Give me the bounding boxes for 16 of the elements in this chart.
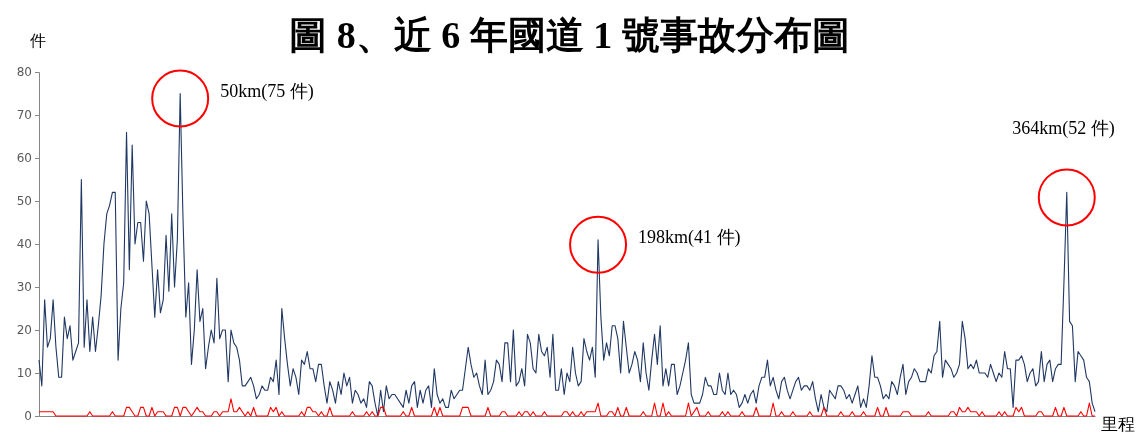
y-tick-label: 70	[16, 108, 32, 123]
y-tick-label: 10	[16, 366, 32, 381]
y-axis-title: 件	[30, 31, 46, 50]
annotation: 50km(75 件)	[220, 80, 314, 102]
y-tick-label: 40	[16, 237, 32, 252]
x-axis-title: 里程	[1101, 415, 1135, 432]
y-tick-label: 80	[16, 65, 32, 80]
y-tick-label: 30	[16, 280, 32, 295]
line-series	[38, 398, 1096, 417]
chart-title: 圖 8、近 6 年國道 1 號事故分布圖	[289, 14, 850, 56]
annotation: 198km(41 件)	[638, 226, 741, 248]
y-tick-label: 0	[24, 409, 32, 424]
y-tick-label: 50	[16, 194, 32, 209]
annotation: 364km(52 件)	[1012, 118, 1115, 140]
y-tick-label: 20	[16, 323, 32, 338]
y-tick-label: 60	[16, 151, 32, 166]
